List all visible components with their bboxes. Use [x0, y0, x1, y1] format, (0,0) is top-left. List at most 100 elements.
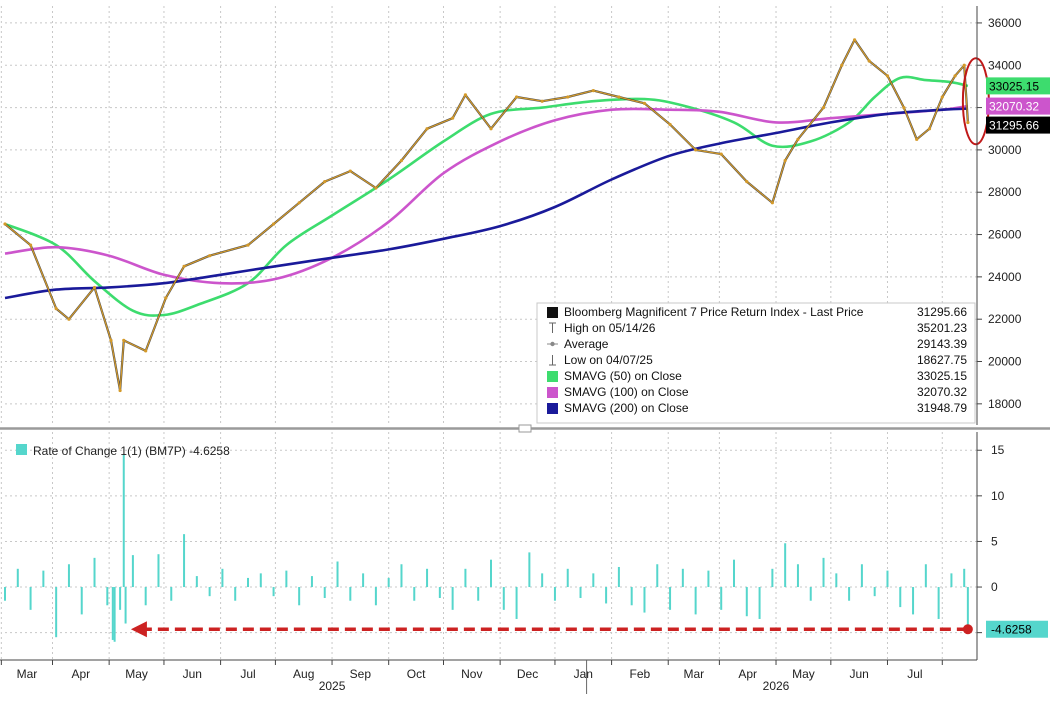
x-month-label: Dec	[517, 667, 538, 681]
roc-bar	[733, 559, 735, 588]
roc-bar	[963, 568, 966, 588]
roc-bar	[387, 577, 390, 588]
roc-bar	[656, 564, 659, 588]
price-point	[514, 95, 519, 99]
x-month-label: Mar	[17, 667, 38, 681]
legend-value-7: 31948.79	[917, 401, 967, 415]
price-point	[463, 93, 468, 97]
price-point	[840, 63, 844, 67]
price-point	[783, 158, 787, 163]
roc-y-tick-label: 5	[991, 534, 998, 548]
x-month-label: Feb	[630, 667, 651, 681]
price-point	[92, 285, 97, 290]
price-point	[668, 122, 672, 127]
roc-y-tick-label: 10	[991, 489, 1005, 503]
roc-bar	[221, 568, 224, 588]
roc-bar	[16, 568, 19, 588]
roc-bar	[451, 587, 454, 610]
roc-legend-label: Rate of Change 1(1) (BM7P) -4.6258	[33, 444, 230, 458]
x-month-label: Apr	[738, 667, 757, 681]
arrow-head	[130, 621, 147, 638]
price-point	[28, 243, 33, 247]
roc-bar	[323, 587, 326, 598]
roc-bar	[122, 454, 125, 588]
price-point	[489, 127, 493, 131]
price-point	[566, 95, 570, 99]
price-point	[144, 349, 148, 353]
legend-label-3: Average	[564, 337, 609, 351]
roc-bar	[771, 568, 774, 588]
roc-value-tag-box	[986, 620, 1048, 638]
legend-label-6: SMAVG (100) on Close	[564, 385, 689, 399]
legend-value-1: 31295.66	[917, 305, 967, 319]
legend-value-2: 35201.23	[917, 321, 967, 335]
roc-bar	[336, 561, 339, 588]
roc-annotation-arrow	[130, 621, 973, 638]
roc-bar	[694, 587, 697, 615]
y-tick-label: 18000	[988, 397, 1022, 411]
sma-line-1	[4, 75, 969, 317]
roc-bar	[630, 587, 633, 606]
roc-bar	[566, 568, 569, 588]
price-point	[109, 338, 113, 342]
value-tag-2: 32070.32	[989, 100, 1039, 114]
price-point	[770, 201, 774, 205]
roc-bar	[681, 568, 684, 588]
price-point	[122, 338, 126, 342]
price-point	[399, 158, 404, 163]
legend-value-3: 29143.39	[917, 337, 967, 351]
price-point	[745, 180, 749, 184]
price-point	[182, 264, 186, 268]
roc-bar	[124, 587, 127, 624]
legend-value-4: 18627.75	[917, 353, 967, 367]
price-point	[348, 169, 352, 173]
legend-label-4: Low on 04/07/25	[564, 353, 653, 367]
legend-swatch	[547, 307, 558, 318]
moving-average-lines	[4, 75, 969, 317]
roc-bar	[131, 555, 134, 588]
roc-bar	[67, 564, 70, 588]
x-month-label: Mar	[683, 667, 704, 681]
price-y-axis: 1800020000220002400026000280003000032000…	[976, 6, 1022, 425]
price-point	[694, 148, 698, 152]
roc-bar	[195, 576, 198, 588]
legend-swatch	[547, 371, 558, 382]
price-point	[3, 222, 7, 226]
roc-bar	[950, 573, 953, 588]
x-year-label-1: 2025	[319, 679, 346, 693]
roc-bar	[310, 576, 313, 588]
roc-bar	[937, 587, 940, 619]
roc-bar	[144, 587, 147, 606]
roc-bar	[362, 573, 365, 588]
price-point	[719, 152, 723, 156]
arrow-tail-dot	[962, 624, 973, 635]
price-point	[617, 95, 621, 99]
roc-bar	[669, 587, 672, 610]
roc-gridlines	[0, 432, 977, 660]
price-point	[374, 186, 378, 190]
roc-bar	[835, 573, 838, 588]
price-point	[118, 388, 122, 393]
y-tick-label: 28000	[988, 185, 1022, 199]
legend-average-dot	[550, 341, 555, 347]
roc-bar	[720, 587, 723, 610]
sma-line-2	[4, 104, 969, 285]
roc-bar	[745, 587, 748, 617]
price-point	[852, 38, 857, 42]
legend-label-5: SMAVG (50) on Close	[564, 369, 682, 383]
price-point	[962, 63, 966, 67]
roc-bar	[464, 568, 467, 588]
roc-bar	[784, 543, 787, 588]
sma-line-3	[4, 107, 968, 300]
divider-handle	[518, 424, 532, 433]
price-point	[885, 74, 890, 78]
roc-bar	[848, 587, 851, 601]
price-point	[451, 116, 455, 120]
roc-bar	[285, 570, 288, 588]
roc-y-tick-label: 0	[991, 580, 998, 594]
roc-bar	[106, 587, 109, 606]
x-month-label: Jun	[183, 667, 202, 681]
y-tick-label: 20000	[988, 355, 1022, 369]
x-month-label: Sep	[350, 667, 372, 681]
